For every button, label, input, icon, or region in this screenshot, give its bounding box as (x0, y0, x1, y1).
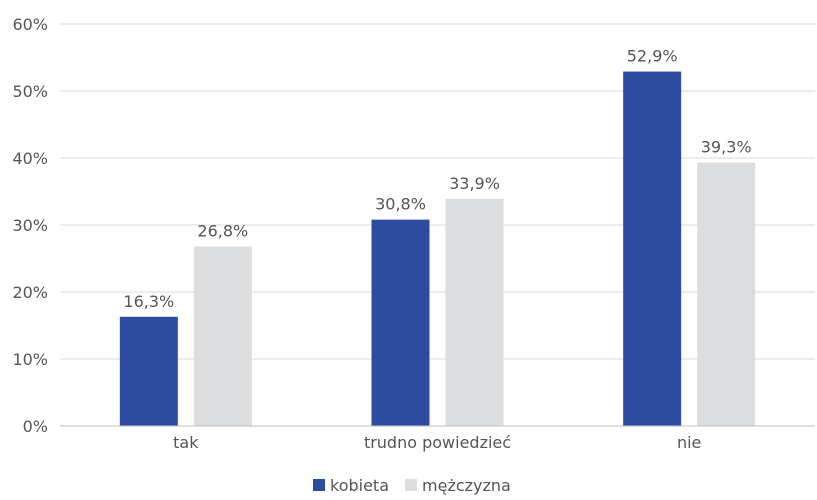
data-label: 30,8% (375, 195, 426, 214)
bar-kobieta (623, 71, 682, 426)
data-label: 52,9% (627, 47, 678, 66)
y-tick-label: 0% (23, 417, 48, 436)
y-tick-label: 20% (12, 283, 48, 302)
legend-swatch (405, 479, 418, 491)
bar-kobieta (371, 219, 430, 426)
category-label: nie (677, 433, 701, 452)
category-label: trudno powiedzieć (364, 433, 511, 452)
bars (119, 71, 756, 426)
y-tick-label: 60% (12, 15, 48, 34)
data-labels: 16,3% 26,8% 30,8% 33,9% 52,9% 39,3% (123, 47, 751, 311)
legend: kobieta mężczyzna (313, 476, 511, 495)
bar-mezczyzna (697, 162, 756, 426)
gridlines (60, 23, 815, 360)
category-label: tak (173, 433, 199, 452)
legend-label: kobieta (330, 476, 389, 495)
y-tick-label: 30% (12, 216, 48, 235)
category-labels: tak trudno powiedzieć nie (173, 433, 701, 452)
legend-swatch (313, 479, 325, 491)
data-label: 39,3% (701, 138, 752, 157)
y-axis-tick-labels: 0% 10% 20% 30% 40% 50% 60% (12, 15, 48, 436)
y-tick-label: 40% (12, 149, 48, 168)
y-tick-label: 10% (12, 350, 48, 369)
data-label: 26,8% (197, 221, 248, 240)
bar-mezczyzna (445, 198, 504, 426)
data-label: 16,3% (123, 292, 174, 311)
data-label: 33,9% (449, 174, 500, 193)
y-tick-label: 50% (12, 82, 48, 101)
bar-kobieta (119, 316, 178, 426)
legend-label: mężczyzna (422, 476, 511, 495)
bar-mezczyzna (193, 246, 252, 426)
